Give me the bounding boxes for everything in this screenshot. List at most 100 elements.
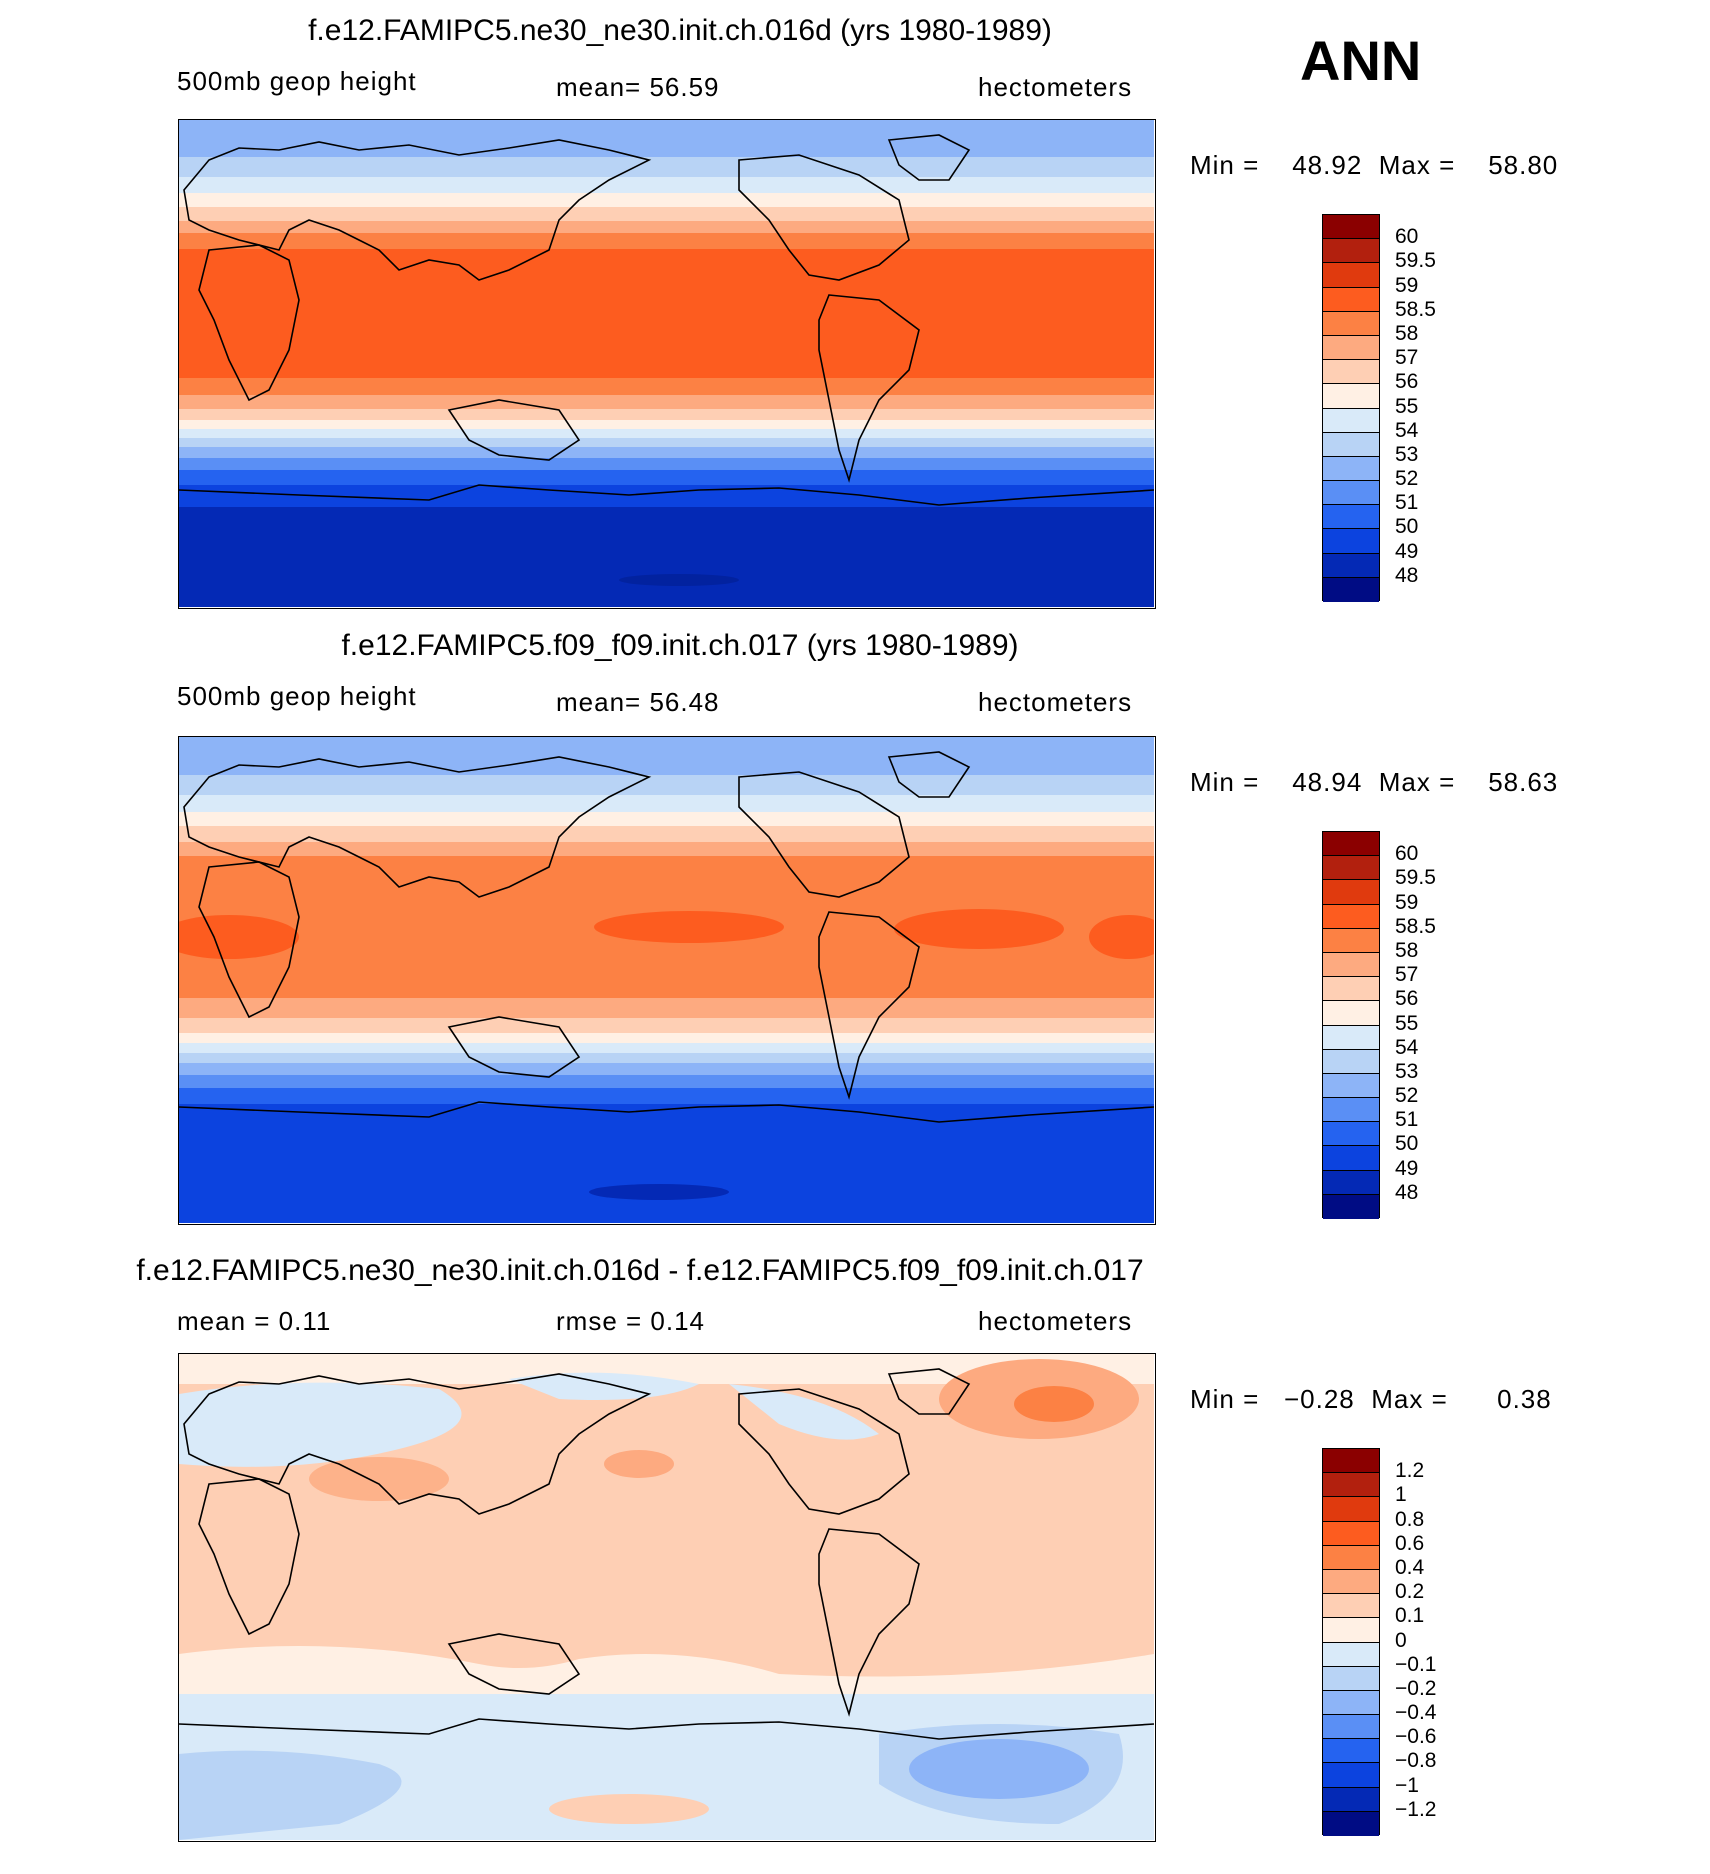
colorbar-level-label: 54	[1395, 418, 1419, 442]
colorbar-segment	[1323, 1001, 1379, 1026]
colorbar-segment	[1323, 481, 1379, 506]
colorbar-level-label: 56	[1395, 370, 1419, 394]
colorbar-segment	[1323, 880, 1379, 905]
colorbar-level-label: 59.5	[1395, 249, 1436, 273]
colorbar-level-label: 49	[1395, 539, 1419, 563]
panel-2-min-label: Min =	[1190, 767, 1260, 797]
colorbar-segment	[1323, 1170, 1379, 1195]
panel-1-max-label: Max =	[1378, 150, 1456, 180]
colorbar-level-label: 55	[1395, 1011, 1419, 1035]
season-label: ANN	[1300, 29, 1422, 92]
colorbar-level-label: −0.1	[1395, 1652, 1437, 1676]
colorbar-segment	[1323, 384, 1379, 409]
colorbar-level-label: 59.5	[1395, 866, 1436, 890]
colorbar-segment	[1323, 1666, 1379, 1691]
colorbar-level-label: 48	[1395, 1180, 1419, 1204]
colorbar-level-label: 1.2	[1395, 1459, 1425, 1483]
colorbar-level-label: 58.5	[1395, 297, 1436, 321]
colorbar-level-label: 50	[1395, 515, 1419, 539]
colorbar-level-label: 51	[1395, 1108, 1419, 1132]
colorbar-segment	[1323, 505, 1379, 530]
colorbar-level-label: −0.8	[1395, 1749, 1437, 1773]
colorbar-segment	[1323, 432, 1379, 457]
panel-2-min-value: 48.94	[1292, 767, 1363, 797]
panel-3-map	[178, 1353, 1156, 1842]
colorbar-segment	[1323, 1098, 1379, 1123]
colorbar-level-label: −0.4	[1395, 1701, 1437, 1725]
colorbar-level-label: 58.5	[1395, 914, 1436, 938]
panel-3-colorbar-labels: 1.2 1 0.8 0.6 0.4 0.2 0.1 0 −0.1 −0.2 −0.4 −0.6 −0.8…	[1395, 1448, 1475, 1835]
panel-1-min-value: 48.92	[1292, 150, 1363, 180]
colorbar-segment	[1323, 1194, 1379, 1219]
colorbar-level-label: −0.2	[1395, 1676, 1437, 1700]
colorbar-level-label: 53	[1395, 1059, 1419, 1083]
panel-1-max-value: 58.80	[1488, 150, 1559, 180]
panel-2-colorbar	[1322, 831, 1380, 1219]
colorbar-level-label: 54	[1395, 1035, 1419, 1059]
colorbar-segment	[1323, 1715, 1379, 1740]
panel-2-title: f.e12.FAMIPC5.f09_f09.init.ch.017 (yrs 1…	[341, 629, 1019, 662]
colorbar-segment	[1323, 1763, 1379, 1788]
colorbar-segment	[1323, 577, 1379, 602]
colorbar-level-label: 0.8	[1395, 1507, 1425, 1531]
colorbar-level-label: 60	[1395, 225, 1419, 249]
colorbar-segment	[1323, 360, 1379, 385]
panel-3-min-value: −0.28	[1283, 1384, 1355, 1414]
colorbar-level-label: 51	[1395, 491, 1419, 515]
panel-3-title: f.e12.FAMIPC5.ne30_ne30.init.ch.016d - f…	[136, 1254, 1144, 1287]
panel-1-mean-label: mean= 56.59	[556, 72, 720, 102]
colorbar-segment	[1323, 1497, 1379, 1522]
panel-1-map	[178, 119, 1156, 609]
panel-3-max-label: Max =	[1371, 1384, 1448, 1414]
colorbar-level-label: 50	[1395, 1132, 1419, 1156]
colorbar-level-label: 52	[1395, 467, 1419, 491]
colorbar-segment	[1323, 1739, 1379, 1764]
colorbar-level-label: 49	[1395, 1156, 1419, 1180]
panel-2-map	[178, 736, 1156, 1225]
colorbar-segment	[1323, 1049, 1379, 1074]
colorbar-level-label: 59	[1395, 273, 1419, 297]
panel-3-units-label: hectometers	[978, 1306, 1133, 1336]
colorbar-segment	[1323, 553, 1379, 578]
panel-1-units-label: hectometers	[978, 72, 1133, 102]
colorbar-segment	[1323, 1025, 1379, 1050]
colorbar-segment	[1323, 1569, 1379, 1595]
colorbar-segment	[1323, 1473, 1379, 1498]
colorbar-segment	[1323, 456, 1379, 482]
panel-2-units-label: hectometers	[978, 687, 1133, 717]
colorbar-level-label: −0.6	[1395, 1725, 1437, 1749]
panel-1-colorbar	[1322, 214, 1380, 602]
colorbar-segment	[1323, 263, 1379, 288]
colorbar-level-label: 58	[1395, 938, 1419, 962]
colorbar-segment	[1323, 1146, 1379, 1171]
colorbar-segment	[1323, 832, 1379, 857]
colorbar-level-label: 0.1	[1395, 1604, 1425, 1628]
panel-2-max-value: 58.63	[1488, 767, 1559, 797]
colorbar-level-label: 48	[1395, 563, 1419, 587]
panel-2-colorbar-labels: 60 59.5 59 58.5 58 57 56 55 54 53 52 51 50 49 48	[1395, 831, 1475, 1218]
colorbar-level-label: 0.2	[1395, 1580, 1425, 1604]
colorbar-segment	[1323, 1521, 1379, 1546]
colorbar-level-label: 56	[1395, 987, 1419, 1011]
colorbar-segment	[1323, 928, 1379, 953]
colorbar-segment	[1323, 239, 1379, 264]
colorbar-segment	[1323, 529, 1379, 554]
colorbar-segment	[1323, 1545, 1379, 1570]
colorbar-level-label: −1.2	[1395, 1797, 1437, 1821]
colorbar-level-label: 57	[1395, 346, 1419, 370]
colorbar-segment	[1323, 1073, 1379, 1099]
colorbar-level-label: 1	[1395, 1483, 1407, 1507]
colorbar-level-label: 0.4	[1395, 1555, 1425, 1579]
panel-1-min-label: Min =	[1190, 150, 1260, 180]
colorbar-segment	[1323, 1811, 1379, 1836]
colorbar-segment	[1323, 1122, 1379, 1147]
colorbar-level-label: 57	[1395, 963, 1419, 987]
colorbar-level-label: 52	[1395, 1084, 1419, 1108]
colorbar-segment	[1323, 408, 1379, 433]
colorbar-segment	[1323, 904, 1379, 929]
panel-3-colorbar	[1322, 1448, 1380, 1836]
colorbar-segment	[1323, 1787, 1379, 1812]
panel-1-variable-label: 500mb geop height	[177, 66, 417, 96]
colorbar-segment	[1323, 1594, 1379, 1619]
panel-1-title: f.e12.FAMIPC5.ne30_ne30.init.ch.016d (yr…	[308, 14, 1052, 47]
